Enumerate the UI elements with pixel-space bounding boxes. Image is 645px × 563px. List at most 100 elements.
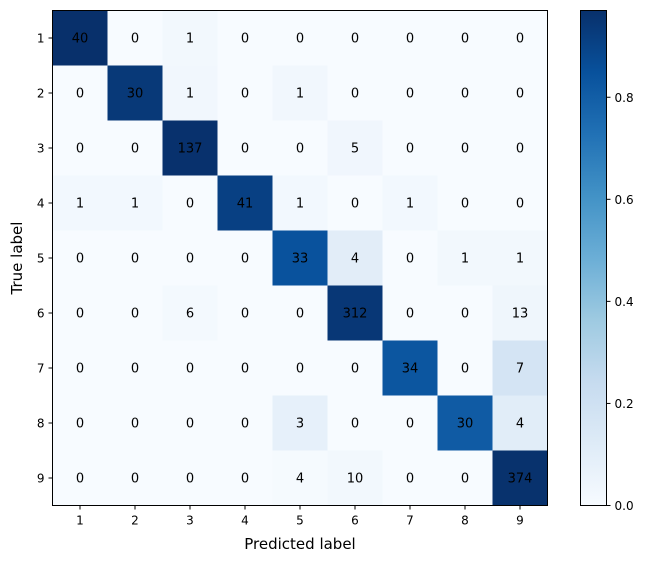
heatmap-cell [272, 340, 328, 396]
cell-value-label: 0 [406, 32, 414, 47]
cell-value-label: 0 [241, 472, 249, 487]
heatmap-cell [492, 120, 548, 176]
y-tick-label: 9 [37, 472, 45, 486]
heatmap-cell [217, 175, 273, 231]
heatmap-cell [217, 340, 273, 396]
cell-value-label: 0 [351, 362, 359, 377]
cell-value-label: 0 [241, 87, 249, 102]
colorbar-tick-label: 0.8 [615, 91, 634, 105]
heatmap-cell [217, 230, 273, 286]
heatmap-cell [492, 175, 548, 231]
cell-value-label: 0 [186, 252, 194, 267]
cell-value-label: 0 [76, 142, 84, 157]
cell-value-label: 0 [461, 362, 469, 377]
cell-value-label: 0 [461, 197, 469, 212]
heatmap-cell [217, 65, 273, 121]
cell-value-label: 0 [461, 32, 469, 47]
heatmap-cell [382, 230, 438, 286]
heatmap-cell [52, 120, 108, 176]
heatmap-cell [107, 120, 163, 176]
cell-value-label: 6 [186, 307, 194, 322]
heatmap-cell [382, 175, 438, 231]
cell-value-label: 30 [457, 417, 474, 432]
y-tick-label: 3 [37, 142, 45, 156]
cell-value-label: 0 [516, 142, 524, 157]
cell-value-label: 0 [241, 362, 249, 377]
cell-value-label: 312 [343, 307, 368, 322]
heatmap-cell-labels: 40 0 1 0 0 0 0 0 00 30 1 0 1 0 0 0 00 0 137 0 0 5 0 0 01 1 0 41 1 0 1 0… [72, 32, 533, 487]
cell-value-label: 0 [186, 472, 194, 487]
heatmap-cell [437, 65, 493, 121]
cell-value-label: 1 [131, 197, 139, 212]
heatmap-cell [272, 395, 328, 451]
colorbar-tick-label: 0.4 [615, 295, 634, 309]
heatmap-cell [382, 10, 438, 66]
y-tick-label: 5 [37, 252, 45, 266]
cell-value-label: 1 [296, 197, 304, 212]
cell-value-label: 137 [178, 142, 203, 157]
y-tick-label: 4 [37, 197, 45, 211]
colorbar-tick-label: 0.0 [615, 499, 634, 513]
cell-value-label: 0 [76, 252, 84, 267]
cell-value-label: 4 [516, 417, 524, 432]
cell-value-label: 1 [186, 87, 194, 102]
heatmap-cell [162, 395, 218, 451]
heatmap-cell [437, 230, 493, 286]
heatmap-cell [327, 450, 383, 506]
heatmap-cell [492, 395, 548, 451]
heatmap-cell [492, 10, 548, 66]
heatmap-cell [382, 450, 438, 506]
heatmap-cell [492, 340, 548, 396]
cell-value-label: 3 [296, 417, 304, 432]
heatmap-cell [492, 450, 548, 506]
heatmap-cell [52, 65, 108, 121]
cell-value-label: 0 [186, 197, 194, 212]
cell-value-label: 0 [131, 32, 139, 47]
cell-value-label: 0 [76, 307, 84, 322]
cell-value-label: 13 [512, 307, 529, 322]
cell-value-label: 0 [241, 142, 249, 157]
heatmap-cell [162, 340, 218, 396]
heatmap-cell [437, 450, 493, 506]
heatmap-cell [272, 120, 328, 176]
cell-value-label: 0 [76, 472, 84, 487]
cell-value-label: 0 [351, 417, 359, 432]
cell-value-label: 0 [516, 32, 524, 47]
cell-value-label: 0 [131, 142, 139, 157]
cell-value-label: 1 [186, 32, 194, 47]
heatmap-cell [52, 450, 108, 506]
heatmap-cell [382, 340, 438, 396]
heatmap-cell [162, 65, 218, 121]
x-tick-label: 9 [516, 514, 524, 528]
heatmap-cell [327, 230, 383, 286]
heatmap-cell [437, 120, 493, 176]
cell-value-label: 0 [296, 32, 304, 47]
heatmap-cell [107, 395, 163, 451]
cell-value-label: 4 [296, 472, 304, 487]
cell-value-label: 41 [237, 197, 254, 212]
cell-value-label: 10 [347, 472, 364, 487]
heatmap-cell [437, 285, 493, 341]
heatmap-cell [52, 285, 108, 341]
heatmap-cell [272, 10, 328, 66]
heatmap-cell [492, 65, 548, 121]
cell-value-label: 0 [131, 472, 139, 487]
heatmap-cell [107, 175, 163, 231]
heatmap-cell [272, 175, 328, 231]
heatmap-cell [327, 285, 383, 341]
cell-value-label: 0 [241, 252, 249, 267]
x-tick-label: 4 [241, 514, 249, 528]
cell-value-label: 0 [296, 307, 304, 322]
heatmap-cell [162, 285, 218, 341]
heatmap-cell [52, 10, 108, 66]
x-tick-label: 2 [131, 514, 139, 528]
colorbar-tick-label: 0.6 [615, 193, 634, 207]
cell-value-label: 0 [406, 87, 414, 102]
cell-value-label: 0 [296, 142, 304, 157]
heatmap-cell [107, 450, 163, 506]
heatmap-cell [107, 285, 163, 341]
heatmap-cell [217, 10, 273, 66]
cell-value-label: 0 [406, 142, 414, 157]
heatmap-cell [52, 175, 108, 231]
